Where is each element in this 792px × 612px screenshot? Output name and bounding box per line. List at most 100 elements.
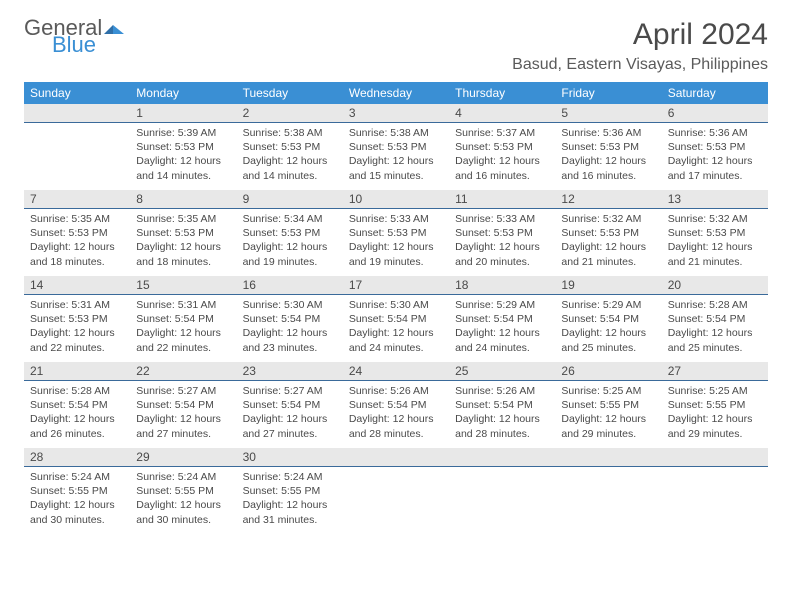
- day-number: 15: [130, 276, 236, 295]
- logo-text-blue: Blue: [52, 35, 124, 56]
- day-details: Sunrise: 5:36 AMSunset: 5:53 PMDaylight:…: [662, 123, 768, 189]
- day-details: Sunrise: 5:25 AMSunset: 5:55 PMDaylight:…: [662, 381, 768, 447]
- location-text: Basud, Eastern Visayas, Philippines: [512, 56, 768, 74]
- day-number: 8: [130, 190, 236, 209]
- day-details: Sunrise: 5:28 AMSunset: 5:54 PMDaylight:…: [662, 295, 768, 361]
- day-number: 11: [449, 190, 555, 209]
- calendar-day-cell: 19Sunrise: 5:29 AMSunset: 5:54 PMDayligh…: [555, 276, 661, 362]
- calendar-day-cell: 30Sunrise: 5:24 AMSunset: 5:55 PMDayligh…: [237, 448, 343, 534]
- day-number: 14: [24, 276, 130, 295]
- day-number: 27: [662, 362, 768, 381]
- day-number: 4: [449, 104, 555, 123]
- weekday-header: Thursday: [449, 82, 555, 104]
- weekday-header: Monday: [130, 82, 236, 104]
- day-details: Sunrise: 5:38 AMSunset: 5:53 PMDaylight:…: [343, 123, 449, 189]
- day-number: 18: [449, 276, 555, 295]
- calendar-week-row: 14Sunrise: 5:31 AMSunset: 5:53 PMDayligh…: [24, 276, 768, 362]
- day-details: Sunrise: 5:27 AMSunset: 5:54 PMDaylight:…: [130, 381, 236, 447]
- calendar-day-cell: 27Sunrise: 5:25 AMSunset: 5:55 PMDayligh…: [662, 362, 768, 448]
- calendar-day-cell: 15Sunrise: 5:31 AMSunset: 5:54 PMDayligh…: [130, 276, 236, 362]
- day-number: 20: [662, 276, 768, 295]
- day-details: Sunrise: 5:31 AMSunset: 5:54 PMDaylight:…: [130, 295, 236, 361]
- calendar-week-row: 21Sunrise: 5:28 AMSunset: 5:54 PMDayligh…: [24, 362, 768, 448]
- calendar-day-cell: 25Sunrise: 5:26 AMSunset: 5:54 PMDayligh…: [449, 362, 555, 448]
- calendar-day-cell: 7Sunrise: 5:35 AMSunset: 5:53 PMDaylight…: [24, 190, 130, 276]
- day-details: Sunrise: 5:35 AMSunset: 5:53 PMDaylight:…: [24, 209, 130, 275]
- calendar-day-cell: 23Sunrise: 5:27 AMSunset: 5:54 PMDayligh…: [237, 362, 343, 448]
- calendar-day-cell: 21Sunrise: 5:28 AMSunset: 5:54 PMDayligh…: [24, 362, 130, 448]
- weekday-header: Sunday: [24, 82, 130, 104]
- day-details: Sunrise: 5:24 AMSunset: 5:55 PMDaylight:…: [237, 467, 343, 533]
- weekday-header: Wednesday: [343, 82, 449, 104]
- calendar-day-cell: 8Sunrise: 5:35 AMSunset: 5:53 PMDaylight…: [130, 190, 236, 276]
- calendar-day-cell: 22Sunrise: 5:27 AMSunset: 5:54 PMDayligh…: [130, 362, 236, 448]
- day-number: 1: [130, 104, 236, 123]
- day-details: Sunrise: 5:30 AMSunset: 5:54 PMDaylight:…: [343, 295, 449, 361]
- day-details: Sunrise: 5:29 AMSunset: 5:54 PMDaylight:…: [555, 295, 661, 361]
- weekday-header: Saturday: [662, 82, 768, 104]
- day-number: 28: [24, 448, 130, 467]
- calendar-week-row: 7Sunrise: 5:35 AMSunset: 5:53 PMDaylight…: [24, 190, 768, 276]
- calendar-day-cell: ..: [343, 448, 449, 534]
- day-number: 25: [449, 362, 555, 381]
- day-number: 5: [555, 104, 661, 123]
- day-details: Sunrise: 5:24 AMSunset: 5:55 PMDaylight:…: [130, 467, 236, 533]
- calendar-day-cell: 12Sunrise: 5:32 AMSunset: 5:53 PMDayligh…: [555, 190, 661, 276]
- calendar-day-cell: 11Sunrise: 5:33 AMSunset: 5:53 PMDayligh…: [449, 190, 555, 276]
- calendar-day-cell: 4Sunrise: 5:37 AMSunset: 5:53 PMDaylight…: [449, 104, 555, 190]
- day-details: Sunrise: 5:38 AMSunset: 5:53 PMDaylight:…: [237, 123, 343, 189]
- day-details: Sunrise: 5:32 AMSunset: 5:53 PMDaylight:…: [662, 209, 768, 275]
- day-details: Sunrise: 5:33 AMSunset: 5:53 PMDaylight:…: [343, 209, 449, 275]
- calendar-day-cell: 14Sunrise: 5:31 AMSunset: 5:53 PMDayligh…: [24, 276, 130, 362]
- day-number: 30: [237, 448, 343, 467]
- calendar-day-cell: 9Sunrise: 5:34 AMSunset: 5:53 PMDaylight…: [237, 190, 343, 276]
- day-details: Sunrise: 5:30 AMSunset: 5:54 PMDaylight:…: [237, 295, 343, 361]
- weekday-header: Friday: [555, 82, 661, 104]
- day-number: 10: [343, 190, 449, 209]
- calendar-day-cell: 17Sunrise: 5:30 AMSunset: 5:54 PMDayligh…: [343, 276, 449, 362]
- page-header: GeneralBlue April 2024 Basud, Eastern Vi…: [24, 18, 768, 74]
- day-number: 19: [555, 276, 661, 295]
- day-number: 21: [24, 362, 130, 381]
- calendar-day-cell: 10Sunrise: 5:33 AMSunset: 5:53 PMDayligh…: [343, 190, 449, 276]
- day-details: Sunrise: 5:34 AMSunset: 5:53 PMDaylight:…: [237, 209, 343, 275]
- day-details: Sunrise: 5:35 AMSunset: 5:53 PMDaylight:…: [130, 209, 236, 275]
- day-details: Sunrise: 5:29 AMSunset: 5:54 PMDaylight:…: [449, 295, 555, 361]
- calendar-day-cell: 5Sunrise: 5:36 AMSunset: 5:53 PMDaylight…: [555, 104, 661, 190]
- day-details: Sunrise: 5:39 AMSunset: 5:53 PMDaylight:…: [130, 123, 236, 189]
- day-number: 6: [662, 104, 768, 123]
- calendar-day-cell: 18Sunrise: 5:29 AMSunset: 5:54 PMDayligh…: [449, 276, 555, 362]
- day-number: 7: [24, 190, 130, 209]
- day-details: Sunrise: 5:28 AMSunset: 5:54 PMDaylight:…: [24, 381, 130, 447]
- day-number: 29: [130, 448, 236, 467]
- calendar-day-cell: 1Sunrise: 5:39 AMSunset: 5:53 PMDaylight…: [130, 104, 236, 190]
- calendar-day-cell: 16Sunrise: 5:30 AMSunset: 5:54 PMDayligh…: [237, 276, 343, 362]
- day-details: Sunrise: 5:36 AMSunset: 5:53 PMDaylight:…: [555, 123, 661, 189]
- calendar-body: ..1Sunrise: 5:39 AMSunset: 5:53 PMDaylig…: [24, 104, 768, 534]
- day-number: 12: [555, 190, 661, 209]
- calendar-day-cell: 13Sunrise: 5:32 AMSunset: 5:53 PMDayligh…: [662, 190, 768, 276]
- day-details: Sunrise: 5:26 AMSunset: 5:54 PMDaylight:…: [449, 381, 555, 447]
- calendar-day-cell: ..: [24, 104, 130, 190]
- calendar-header-row: SundayMondayTuesdayWednesdayThursdayFrid…: [24, 82, 768, 104]
- title-block: April 2024 Basud, Eastern Visayas, Phili…: [512, 18, 768, 74]
- day-number: 16: [237, 276, 343, 295]
- calendar-day-cell: 29Sunrise: 5:24 AMSunset: 5:55 PMDayligh…: [130, 448, 236, 534]
- calendar-day-cell: 24Sunrise: 5:26 AMSunset: 5:54 PMDayligh…: [343, 362, 449, 448]
- weekday-header: Tuesday: [237, 82, 343, 104]
- day-details: Sunrise: 5:31 AMSunset: 5:53 PMDaylight:…: [24, 295, 130, 361]
- calendar-week-row: 28Sunrise: 5:24 AMSunset: 5:55 PMDayligh…: [24, 448, 768, 534]
- day-number: 13: [662, 190, 768, 209]
- logo: GeneralBlue: [24, 18, 124, 56]
- month-title: April 2024: [512, 18, 768, 52]
- day-details: Sunrise: 5:26 AMSunset: 5:54 PMDaylight:…: [343, 381, 449, 447]
- calendar-day-cell: 26Sunrise: 5:25 AMSunset: 5:55 PMDayligh…: [555, 362, 661, 448]
- calendar-day-cell: ..: [449, 448, 555, 534]
- calendar-day-cell: 6Sunrise: 5:36 AMSunset: 5:53 PMDaylight…: [662, 104, 768, 190]
- day-number: 24: [343, 362, 449, 381]
- day-details: Sunrise: 5:24 AMSunset: 5:55 PMDaylight:…: [24, 467, 130, 533]
- calendar-week-row: ..1Sunrise: 5:39 AMSunset: 5:53 PMDaylig…: [24, 104, 768, 190]
- calendar-day-cell: 20Sunrise: 5:28 AMSunset: 5:54 PMDayligh…: [662, 276, 768, 362]
- day-details: Sunrise: 5:27 AMSunset: 5:54 PMDaylight:…: [237, 381, 343, 447]
- calendar-day-cell: ..: [662, 448, 768, 534]
